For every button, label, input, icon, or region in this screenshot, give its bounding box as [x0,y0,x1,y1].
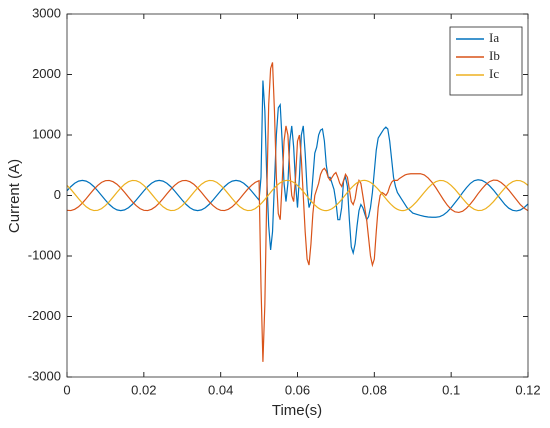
y-tick-label: 2000 [32,66,61,81]
plot-frame [66,13,529,378]
legend-label: Ic [489,66,499,81]
legend-box [449,26,523,96]
x-tick-label: 0.04 [208,382,233,397]
series-line [66,62,529,362]
legend-label: Ia [489,30,499,45]
y-tick-label: -2000 [28,308,61,323]
y-tick-label: 3000 [32,5,61,20]
x-tick-label: 0.1 [442,382,460,397]
y-axis-label: Current (A) [6,159,23,233]
x-tick-label: 0.06 [285,382,310,397]
legend-label: Ib [489,48,500,63]
y-tick-label: -1000 [28,247,61,262]
legend: Ia Ib Ic [449,26,523,96]
series-line [66,80,529,256]
y-tick-label: 1000 [32,126,61,141]
y-tick-label: 0 [54,187,61,202]
x-tick-label: 0.08 [362,382,387,397]
x-tick-label: 0.02 [131,382,156,397]
x-tick-label: 0.12 [515,382,540,397]
x-tick-label: 0 [63,382,70,397]
x-axis-label: Time(s) [272,402,322,419]
y-tick-label: -3000 [28,368,61,383]
series-line [66,179,529,212]
